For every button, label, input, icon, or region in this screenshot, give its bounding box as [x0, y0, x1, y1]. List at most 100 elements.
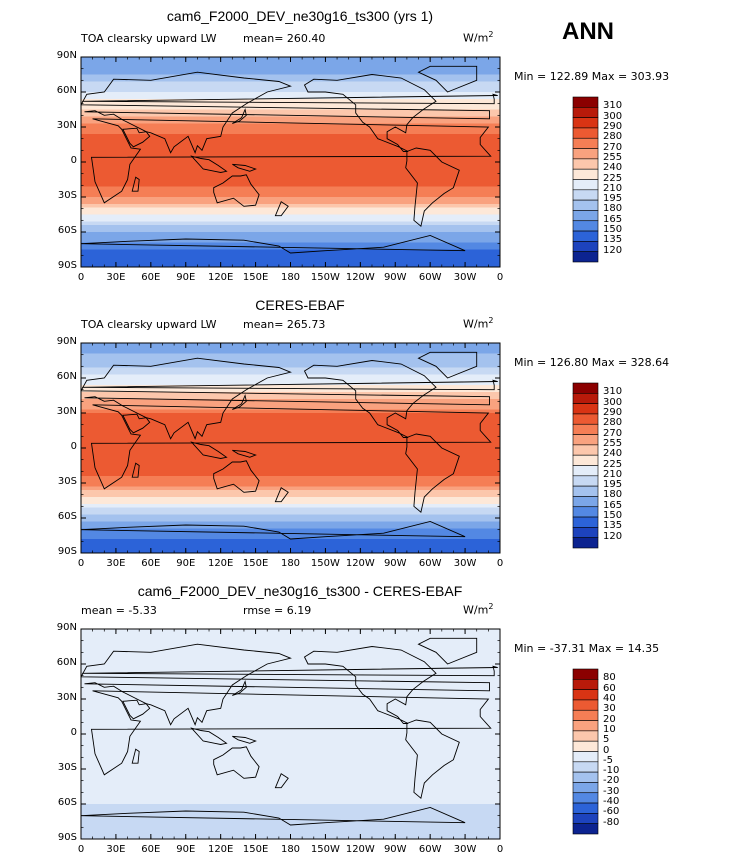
field-band: [81, 765, 500, 770]
units-exponent: 2: [488, 602, 494, 611]
field-band: [81, 437, 500, 442]
field-band: [81, 730, 500, 735]
lon-tick-label: 150E: [242, 844, 269, 855]
coastline: [232, 735, 257, 744]
field-band: [81, 748, 500, 753]
coastline: [82, 379, 498, 391]
coastline: [232, 163, 257, 172]
field-band: [81, 828, 500, 833]
field-band: [81, 713, 500, 718]
map-panel-2: [80, 342, 599, 554]
field-band: [81, 667, 500, 672]
lon-tick-label: 120E: [207, 272, 234, 283]
field-band: [81, 716, 500, 721]
colorbar-label: 165: [603, 213, 623, 225]
units-exponent: 2: [488, 316, 494, 325]
field-band: [81, 186, 500, 191]
lat-tick-label: 90S: [57, 546, 77, 557]
lon-tick-label: 150E: [242, 272, 269, 283]
field-band: [81, 657, 500, 662]
coastline: [131, 176, 140, 192]
colorbar-label: 10: [603, 723, 616, 735]
field-band: [81, 818, 500, 823]
lon-tick-label: 0: [496, 558, 504, 569]
lon-tick-label: 90E: [176, 558, 196, 569]
lat-tick-label: 0: [70, 155, 77, 166]
field-band: [81, 646, 500, 651]
field-band: [81, 639, 500, 644]
field-band: [81, 776, 500, 781]
field-band: [81, 483, 500, 488]
colorbar-label: -5: [603, 754, 613, 766]
colorbar-swatch: [572, 96, 599, 108]
colorbar-label: 280: [603, 131, 623, 143]
coastline: [232, 449, 257, 458]
field-band: [81, 165, 500, 170]
field-band: [81, 664, 500, 669]
lat-tick-label: 60N: [56, 657, 77, 668]
panel-mean-label-2: mean= 265.73: [243, 318, 326, 331]
field-band: [81, 388, 500, 393]
lon-tick-label: 0: [496, 844, 504, 855]
field-band: [81, 451, 500, 456]
field-band: [81, 430, 500, 435]
field-band: [81, 465, 500, 470]
colorbar-swatch: [572, 751, 599, 763]
field-band: [81, 804, 500, 809]
field-band: [81, 741, 500, 746]
coastline: [405, 147, 460, 228]
field-band: [81, 95, 500, 100]
field-band: [81, 99, 500, 104]
field-band: [81, 74, 500, 79]
colorbar-label: 225: [603, 172, 623, 184]
colorbar-label: 150: [603, 224, 623, 236]
field-band: [81, 504, 500, 509]
field-band: [81, 67, 500, 72]
colorbar-label: 310: [603, 100, 623, 112]
colorbar-label: -60: [603, 806, 620, 818]
coastline: [90, 690, 492, 776]
lat-tick-label: 30N: [56, 692, 77, 703]
colorbar-swatch: [572, 823, 599, 835]
colorbar-swatch: [572, 444, 599, 456]
field-band: [81, 378, 500, 383]
lon-tick-label: 120E: [207, 844, 234, 855]
field-band: [81, 253, 500, 258]
field-band: [81, 413, 500, 418]
field-band: [81, 783, 500, 788]
colorbar-label: 150: [603, 510, 623, 522]
field-band: [81, 232, 500, 237]
lat-tick-label: 0: [70, 441, 77, 452]
field-band: [81, 671, 500, 676]
lon-tick-label: 60W: [418, 844, 442, 855]
field-band: [81, 793, 500, 798]
colorbar-label: 270: [603, 141, 623, 153]
colorbar-label: -10: [603, 765, 620, 777]
lon-tick-label: 90W: [383, 272, 407, 283]
lon-tick-label: 90E: [176, 272, 196, 283]
coastline: [232, 108, 247, 124]
colorbar-swatch: [572, 782, 599, 794]
lon-tick-label: 120W: [345, 272, 375, 283]
coastline: [131, 462, 140, 478]
field-band: [81, 246, 500, 251]
colorbar-swatch: [572, 527, 599, 538]
colorbar-label: 120: [603, 530, 623, 542]
lat-tick-label: 90N: [56, 622, 77, 633]
field-band: [81, 507, 500, 512]
field-band: [81, 123, 500, 128]
field-band: [81, 256, 500, 261]
map-field-1: [81, 57, 500, 267]
field-band: [81, 364, 500, 369]
field-band: [81, 134, 500, 139]
colorbar-label: 290: [603, 120, 623, 132]
lat-tick-label: 60S: [57, 511, 77, 522]
lat-tick-label: 90N: [56, 336, 77, 347]
colorbar-swatch: [572, 771, 599, 783]
colorbar-label: 225: [603, 458, 623, 470]
field-band: [81, 162, 500, 167]
field-band: [81, 190, 500, 195]
lat-tick-label: 30S: [57, 476, 77, 487]
colorbar-label: 180: [603, 489, 623, 501]
colorbar-swatch: [572, 730, 599, 742]
